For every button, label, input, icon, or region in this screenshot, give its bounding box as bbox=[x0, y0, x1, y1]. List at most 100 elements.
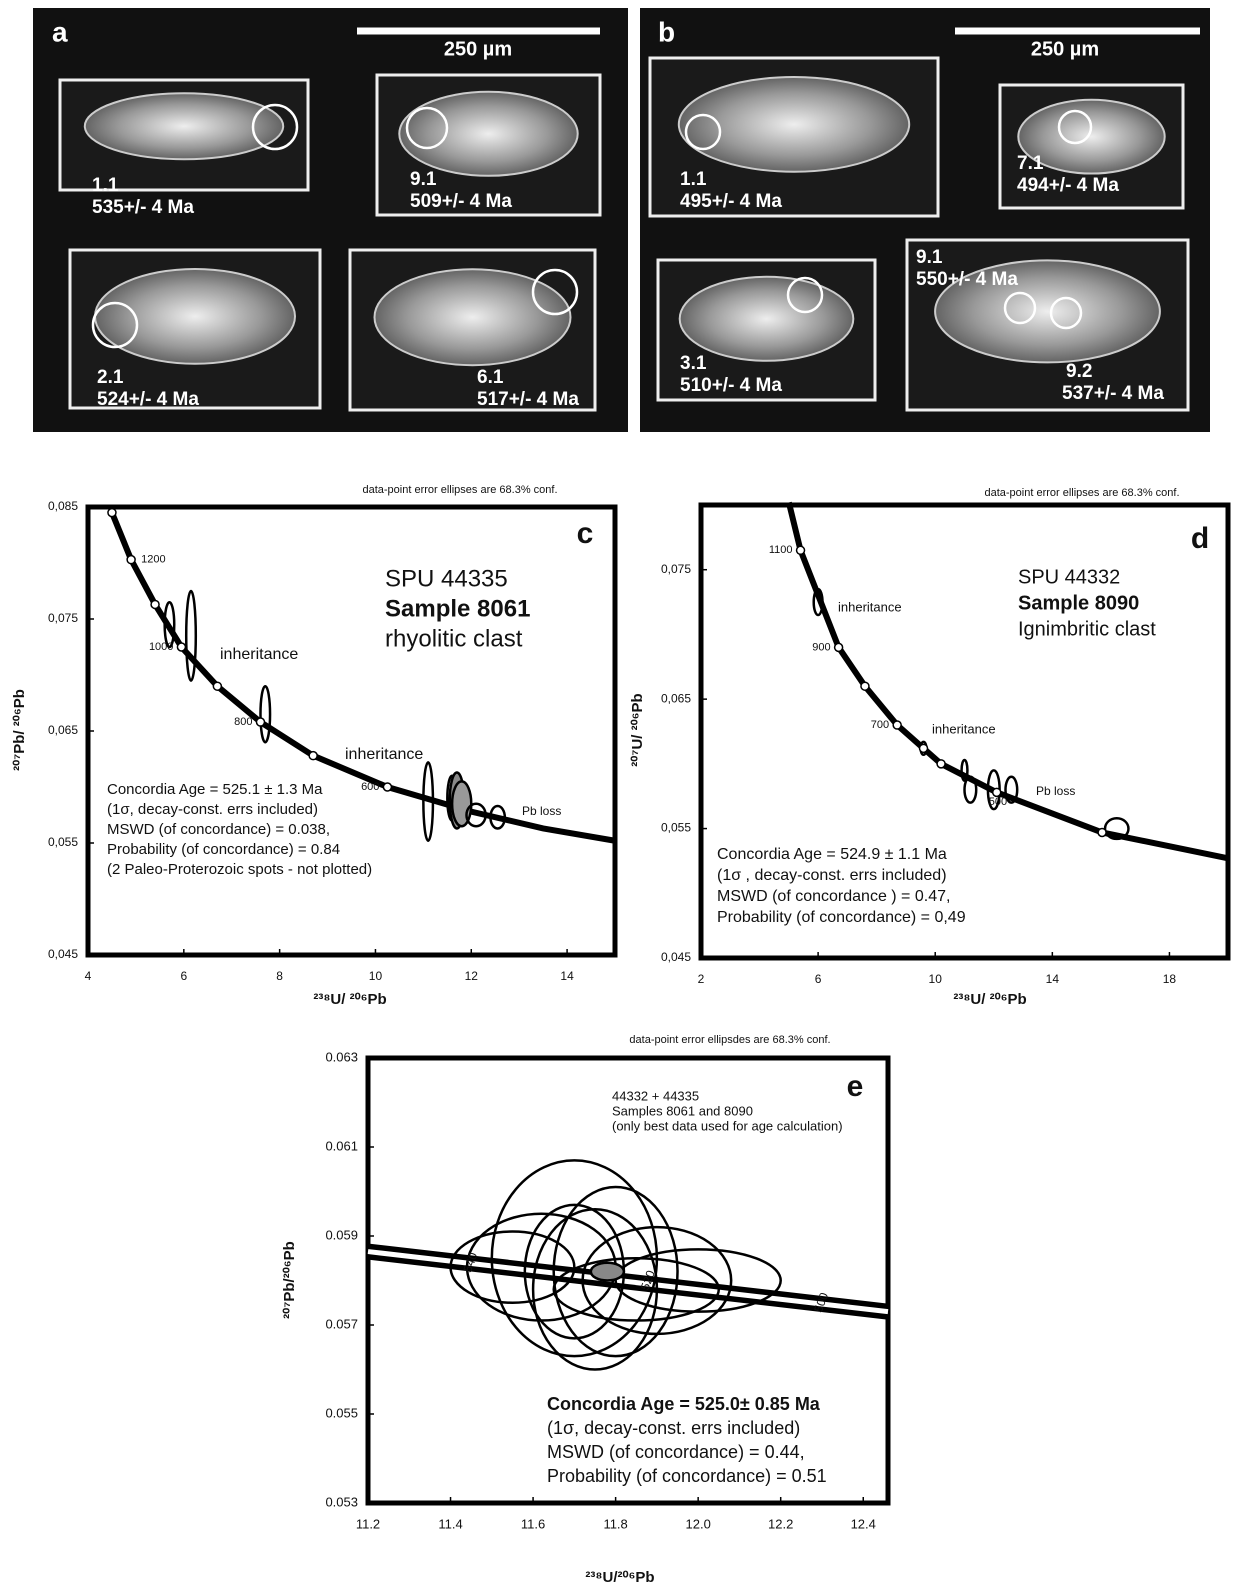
age-marker bbox=[177, 643, 185, 651]
age-label: 600 bbox=[361, 781, 379, 793]
result-text: Probability (of concordance) = 0.51 bbox=[547, 1466, 827, 1486]
result-text: (1σ, decay-const. errs included) bbox=[107, 801, 318, 818]
y-tick-label: 0.061 bbox=[325, 1138, 358, 1153]
grain-id: 1.1 bbox=[92, 175, 119, 196]
y-tick-label: 0,075 bbox=[661, 562, 691, 576]
age-label: 800 bbox=[234, 716, 252, 728]
age-marker bbox=[893, 721, 901, 729]
x-tick-label: 2 bbox=[698, 972, 705, 986]
result-text: MSWD (of concordance) = 0.038, bbox=[107, 821, 330, 838]
chart-note: data-point error ellipses are 68.3% conf… bbox=[984, 487, 1179, 499]
annotation: Pb loss bbox=[522, 804, 561, 818]
sample-text: SPU 44335 bbox=[385, 565, 508, 592]
sample-text: Samples 8061 and 8090 bbox=[612, 1103, 753, 1118]
x-tick-label: 11.2 bbox=[356, 1516, 380, 1531]
annotation: inheritance bbox=[345, 746, 423, 763]
y-tick-label: 0,045 bbox=[661, 950, 691, 964]
grain-age: 524+/- 4 Ma bbox=[97, 389, 199, 410]
chart-note: data-point error ellipsdes are 68.3% con… bbox=[629, 1034, 830, 1046]
x-axis-label: ²³⁸U/ ²⁰⁶Pb bbox=[313, 991, 386, 1008]
y-axis-label: ²⁰⁷Pb/ ²⁰⁶Pb bbox=[11, 689, 28, 771]
x-tick-label: 14 bbox=[1046, 972, 1060, 986]
age-label: 900 bbox=[812, 641, 830, 653]
grain-age: 517+/- 4 Ma bbox=[477, 389, 579, 410]
grain-id: 2.1 bbox=[97, 367, 124, 388]
x-tick-label: 10 bbox=[929, 972, 943, 986]
panel-letter: b bbox=[658, 16, 675, 47]
annotation: inheritance bbox=[932, 721, 996, 736]
age-marker bbox=[1098, 828, 1106, 836]
grain-age: 510+/- 4 Ma bbox=[680, 375, 782, 396]
plot-frame bbox=[88, 507, 615, 955]
age-marker bbox=[920, 744, 928, 752]
panel-letter: e bbox=[847, 1070, 864, 1103]
age-marker bbox=[213, 682, 221, 690]
age-marker bbox=[797, 546, 805, 554]
result-text: Probability (of concordance) = 0,49 bbox=[717, 909, 966, 926]
age-marker bbox=[127, 556, 135, 564]
x-tick-label: 4 bbox=[85, 969, 92, 983]
grain-id: 9.2 bbox=[1066, 361, 1092, 382]
zircon-grain bbox=[680, 277, 854, 361]
age-label: 1200 bbox=[141, 554, 165, 566]
age-marker bbox=[383, 783, 391, 791]
result-text: Probability (of concordance) = 0.84 bbox=[107, 841, 340, 858]
grain-age: 550+/- 4 Ma bbox=[916, 269, 1018, 290]
annotation: inheritance bbox=[838, 599, 902, 614]
chart-note: data-point error ellipses are 68.3% conf… bbox=[362, 484, 557, 496]
grain-age: 535+/- 4 Ma bbox=[92, 197, 194, 218]
y-tick-label: 0,045 bbox=[48, 947, 78, 961]
result-text: MSWD (of concordance) = 0.44, bbox=[547, 1442, 805, 1462]
age-label: 1100 bbox=[769, 544, 793, 556]
sample-text: SPU 44332 bbox=[1018, 566, 1120, 588]
result-text: MSWD (of concordance ) = 0.47, bbox=[717, 888, 950, 905]
grain-id: 6.1 bbox=[477, 367, 504, 388]
grain-age: 495+/- 4 Ma bbox=[680, 191, 782, 212]
age-marker bbox=[309, 752, 317, 760]
y-tick-label: 0.059 bbox=[325, 1227, 358, 1242]
x-tick-label: 12.0 bbox=[686, 1516, 711, 1531]
y-tick-label: 0,085 bbox=[48, 499, 78, 513]
grain-age: 509+/- 4 Ma bbox=[410, 191, 512, 212]
x-tick-label: 12.4 bbox=[851, 1516, 876, 1531]
sample-text: (only best data used for age calculation… bbox=[612, 1118, 843, 1133]
x-tick-label: 11.8 bbox=[603, 1516, 627, 1531]
panel-letter: a bbox=[52, 16, 68, 47]
zircon-grain bbox=[679, 77, 909, 172]
result-text: Concordia Age = 525.0± 0.85 Ma bbox=[547, 1394, 821, 1414]
age-marker bbox=[861, 682, 869, 690]
zircon-grain bbox=[399, 92, 577, 176]
sample-text: Sample 8090 bbox=[1018, 592, 1139, 614]
y-tick-label: 0.057 bbox=[325, 1316, 358, 1331]
zircon-grain bbox=[95, 269, 295, 364]
x-tick-label: 6 bbox=[815, 972, 822, 986]
x-tick-label: 14 bbox=[560, 969, 574, 983]
age-marker bbox=[937, 760, 945, 768]
sample-text: Sample 8061 bbox=[385, 595, 530, 622]
annotation: inheritance bbox=[220, 646, 298, 663]
result-text: (1σ, decay-const. errs included) bbox=[547, 1418, 800, 1438]
annotation: Pb loss bbox=[1036, 784, 1075, 798]
y-tick-label: 0,065 bbox=[661, 691, 691, 705]
grain-age: 494+/- 4 Ma bbox=[1017, 175, 1119, 196]
scale-label: 250 µm bbox=[444, 38, 512, 60]
x-axis-label: ²³⁸U/ ²⁰⁶Pb bbox=[953, 991, 1026, 1008]
x-tick-label: 12.2 bbox=[768, 1516, 793, 1531]
y-axis-label: ²⁰⁷U/ ²⁰⁶Pb bbox=[629, 693, 646, 766]
error-ellipse bbox=[591, 1263, 624, 1281]
zircon-grain bbox=[375, 269, 571, 365]
x-tick-label: 11.6 bbox=[521, 1516, 545, 1531]
panel-letter: c bbox=[577, 517, 594, 550]
grain-id: 9.1 bbox=[916, 247, 943, 268]
sample-text: 44332 + 44335 bbox=[612, 1088, 699, 1103]
result-text: Concordia Age = 524.9 ± 1.1 Ma bbox=[717, 846, 947, 863]
page: 250 µm a 1.1535+/- 4 Ma 9.1 509+/- 4 Ma 2.152… bbox=[0, 0, 1248, 1589]
scale-label: 250 µm bbox=[1031, 38, 1099, 60]
x-tick-label: 12 bbox=[465, 969, 479, 983]
age-marker bbox=[835, 643, 843, 651]
x-tick-label: 18 bbox=[1163, 972, 1177, 986]
age-label: 500 bbox=[989, 796, 1007, 808]
age-marker bbox=[993, 788, 1001, 796]
result-text: Concordia Age = 525.1 ± 1.3 Ma bbox=[107, 781, 323, 798]
y-tick-label: 0.053 bbox=[325, 1494, 358, 1509]
